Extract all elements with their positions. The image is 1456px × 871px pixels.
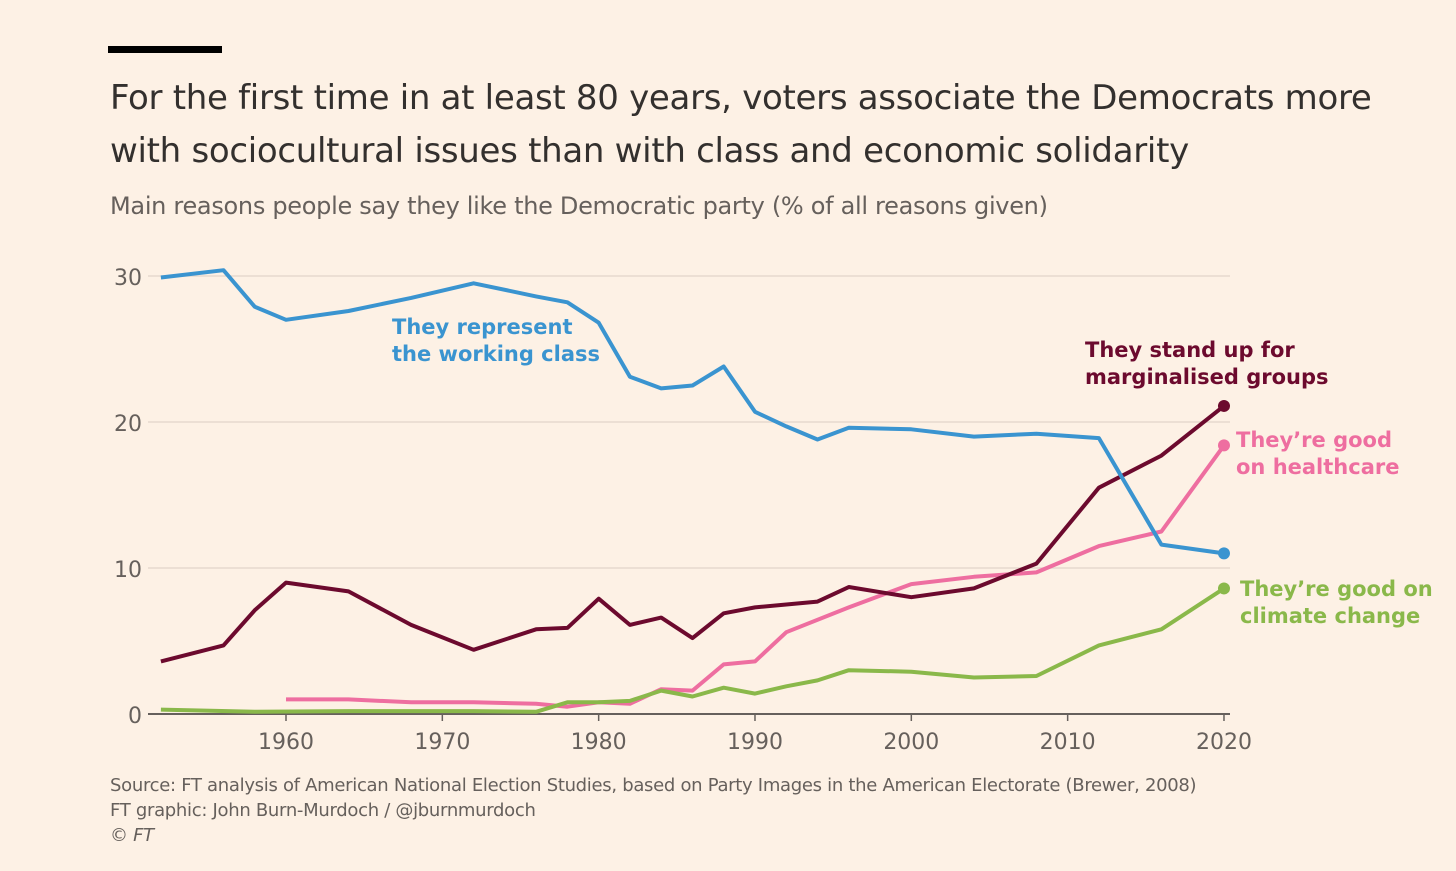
series-line [286, 444, 1226, 709]
series-end-dot [1217, 547, 1230, 560]
x-tick-label: 1960 [258, 730, 314, 755]
series-label: on healthcare [1236, 455, 1399, 479]
series-end-dot [1217, 399, 1230, 412]
x-tick-label: 1980 [571, 730, 627, 755]
source-note: Source: FT analysis of American National… [110, 775, 1197, 796]
series-end-dot [1217, 582, 1230, 595]
chart-subtitle: Main reasons people say they like the De… [110, 192, 1048, 220]
series-label: climate change [1240, 604, 1420, 628]
y-tick-label: 0 [128, 704, 142, 729]
x-tick-label: 1990 [727, 730, 783, 755]
series-label: They represent [392, 315, 572, 339]
graphic-credit: FT graphic: John Burn-Murdoch / @jburnmu… [110, 800, 536, 821]
series-line [160, 404, 1226, 664]
x-tick-label: 2010 [1040, 730, 1096, 755]
y-tick-label: 30 [114, 266, 142, 291]
series-label: They stand up for [1085, 338, 1295, 362]
series-line [160, 586, 1226, 714]
series-label: the working class [392, 342, 600, 366]
chart-footer: Source: FT analysis of American National… [110, 773, 1197, 848]
series-label: marginalised groups [1085, 365, 1329, 389]
series-line [160, 268, 1225, 556]
y-tick-label: 10 [114, 558, 142, 583]
copyright: © FT [110, 825, 154, 846]
series-label: They’re good [1236, 428, 1392, 452]
y-tick-label: 20 [114, 412, 142, 437]
x-tick-label: 2000 [883, 730, 939, 755]
ft-title-bar [108, 46, 222, 53]
chart-title: For the first time in at least 80 years,… [110, 78, 1372, 171]
series-end-dot [1217, 439, 1230, 452]
x-tick-label: 2020 [1196, 730, 1252, 755]
series-label: They’re good on [1240, 577, 1433, 601]
x-tick-label: 1970 [414, 730, 470, 755]
